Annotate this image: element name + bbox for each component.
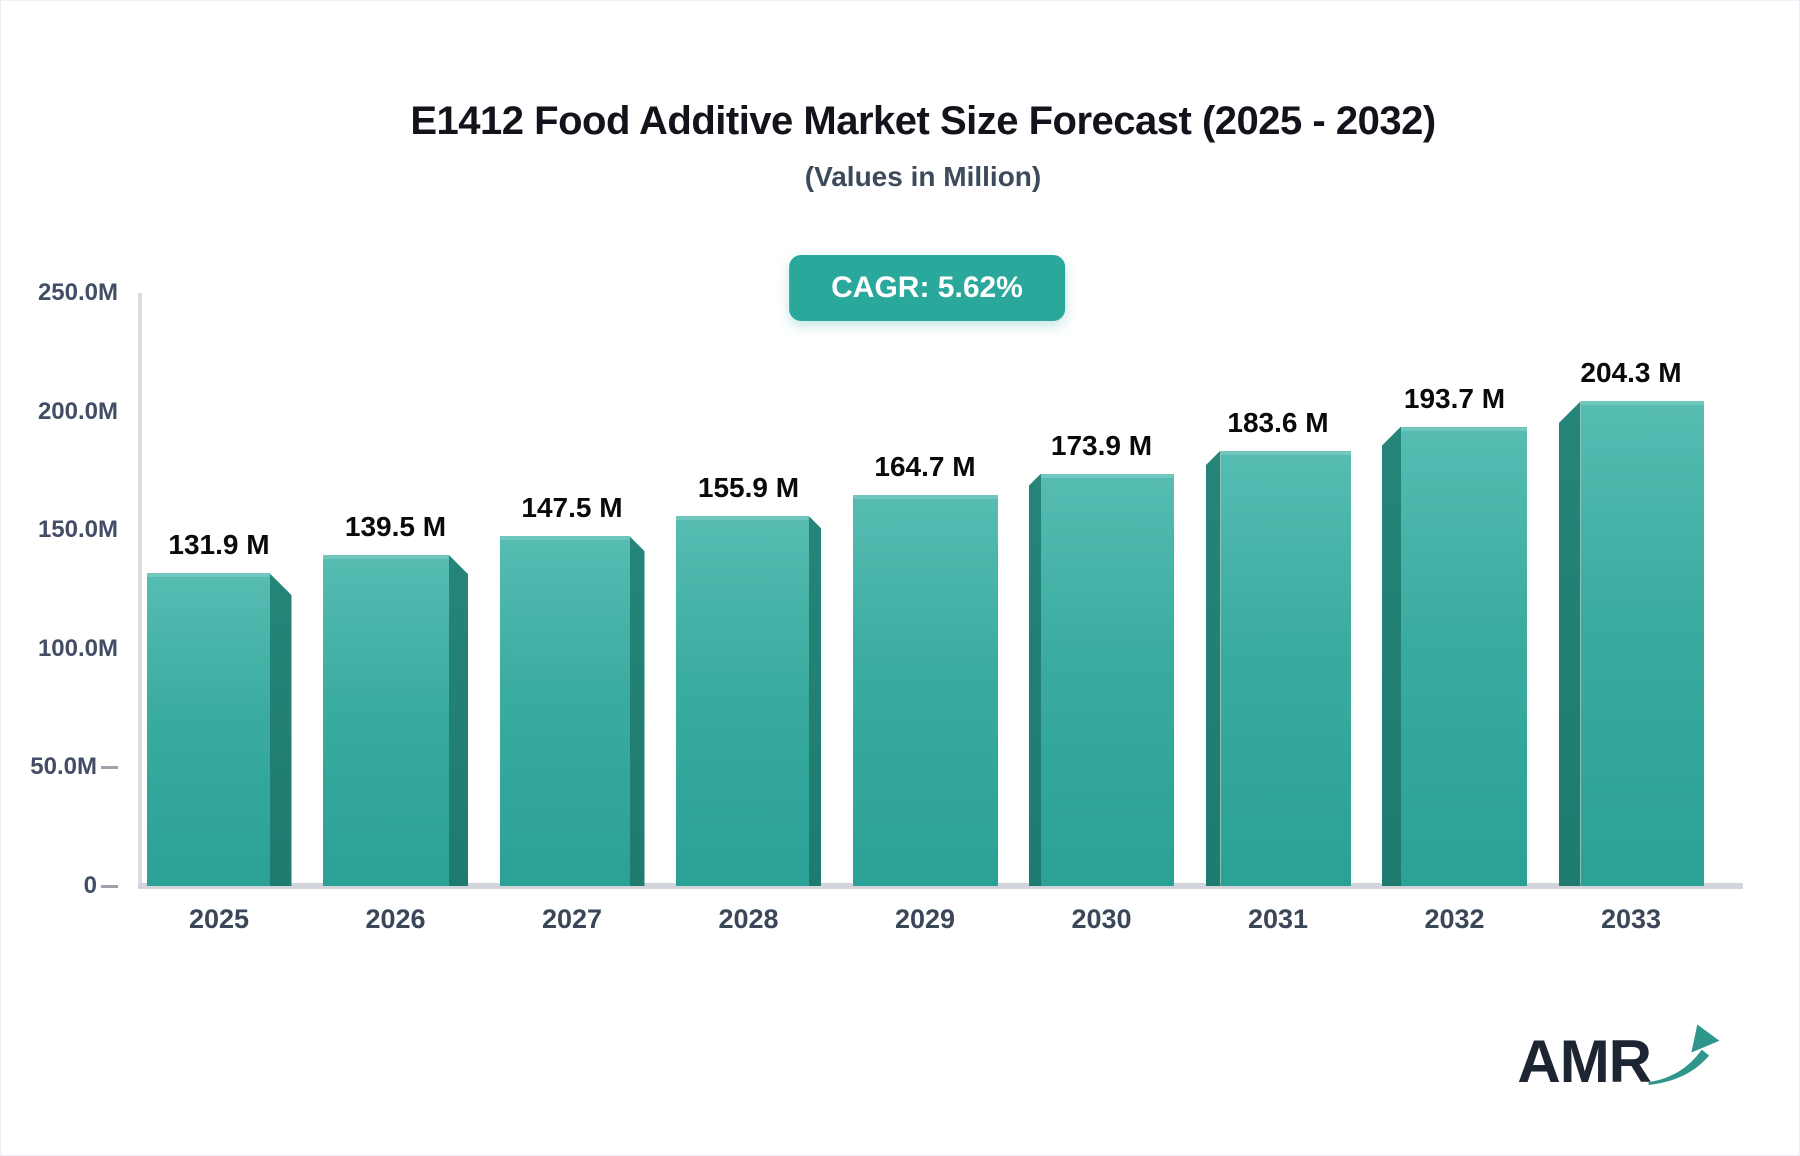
bar-face bbox=[323, 555, 449, 886]
bar-face bbox=[499, 536, 630, 886]
bar-value-label: 147.5 M bbox=[521, 492, 623, 524]
bar-side bbox=[1205, 450, 1221, 886]
bar-face bbox=[676, 516, 809, 886]
bar-face bbox=[1041, 473, 1174, 886]
bar-value-label: 155.9 M bbox=[697, 472, 800, 504]
bar-2028 bbox=[676, 516, 821, 886]
bar-2027 bbox=[499, 536, 645, 886]
bar-value-label: 204.3 M bbox=[1580, 357, 1682, 389]
bar-face bbox=[1220, 450, 1351, 886]
y-tick-label: 0 bbox=[83, 872, 97, 899]
bar-2030 bbox=[1029, 473, 1174, 886]
x-tick-label: 2030 bbox=[1071, 904, 1132, 934]
bar-2026 bbox=[323, 555, 468, 886]
bar-side bbox=[629, 536, 645, 886]
brand-logo-text: AMR bbox=[1517, 1028, 1652, 1095]
bar-2033 bbox=[1558, 401, 1704, 886]
y-tick-label: 250.0M bbox=[37, 279, 118, 306]
bar-face bbox=[1401, 426, 1527, 886]
trend-up-arrow-icon bbox=[1647, 1023, 1721, 1090]
bar-side bbox=[1382, 426, 1401, 886]
y-tick-label: 150.0M bbox=[37, 516, 118, 544]
cagr-badge: CAGR: 5.62% bbox=[789, 255, 1065, 321]
bar-side bbox=[449, 555, 468, 886]
brand-logo: AMR bbox=[1517, 1023, 1721, 1092]
bar-side bbox=[809, 516, 821, 886]
bar-2032 bbox=[1382, 426, 1527, 886]
x-tick-label: 2027 bbox=[541, 904, 603, 934]
y-tick-label: 50.0M bbox=[30, 753, 97, 781]
x-tick-label: 2032 bbox=[1424, 904, 1485, 934]
x-tick-label: 2026 bbox=[365, 904, 426, 934]
bar-value-label: 193.7 M bbox=[1403, 382, 1506, 414]
bar-value-label: 131.9 M bbox=[168, 529, 270, 561]
y-axis-line bbox=[138, 293, 142, 886]
bar-2029 bbox=[852, 495, 998, 886]
bar-2031 bbox=[1205, 450, 1351, 886]
x-tick-label: 2029 bbox=[894, 904, 956, 934]
bar-value-label: 183.6 M bbox=[1227, 406, 1329, 438]
y-tick-label: 200.0M bbox=[37, 397, 118, 425]
bar-side bbox=[1029, 473, 1041, 886]
y-tick-label: 100.0M bbox=[37, 634, 118, 662]
bar-face bbox=[1580, 401, 1704, 886]
bar-value-label: 139.5 M bbox=[344, 511, 447, 543]
chart-subtitle: (Values in Million) bbox=[804, 161, 1042, 192]
y-tick-mark bbox=[101, 766, 118, 770]
bar-side bbox=[269, 573, 292, 886]
x-tick-label: 2028 bbox=[718, 904, 779, 934]
x-tick-label: 2025 bbox=[188, 904, 250, 934]
bar-value-label: 164.7 M bbox=[874, 451, 976, 483]
x-tick-label: 2033 bbox=[1600, 904, 1662, 934]
x-axis-baseline bbox=[138, 883, 1743, 889]
bar-face bbox=[852, 495, 998, 886]
y-tick-mark bbox=[101, 885, 118, 888]
bar-value-label: 173.9 M bbox=[1050, 429, 1153, 461]
bar-2025 bbox=[146, 573, 292, 886]
chart-title: E1412 Food Additive Market Size Forecast… bbox=[410, 99, 1436, 143]
bar-side bbox=[1558, 401, 1581, 886]
x-tick-label: 2031 bbox=[1247, 904, 1309, 934]
bar-face bbox=[146, 573, 270, 886]
